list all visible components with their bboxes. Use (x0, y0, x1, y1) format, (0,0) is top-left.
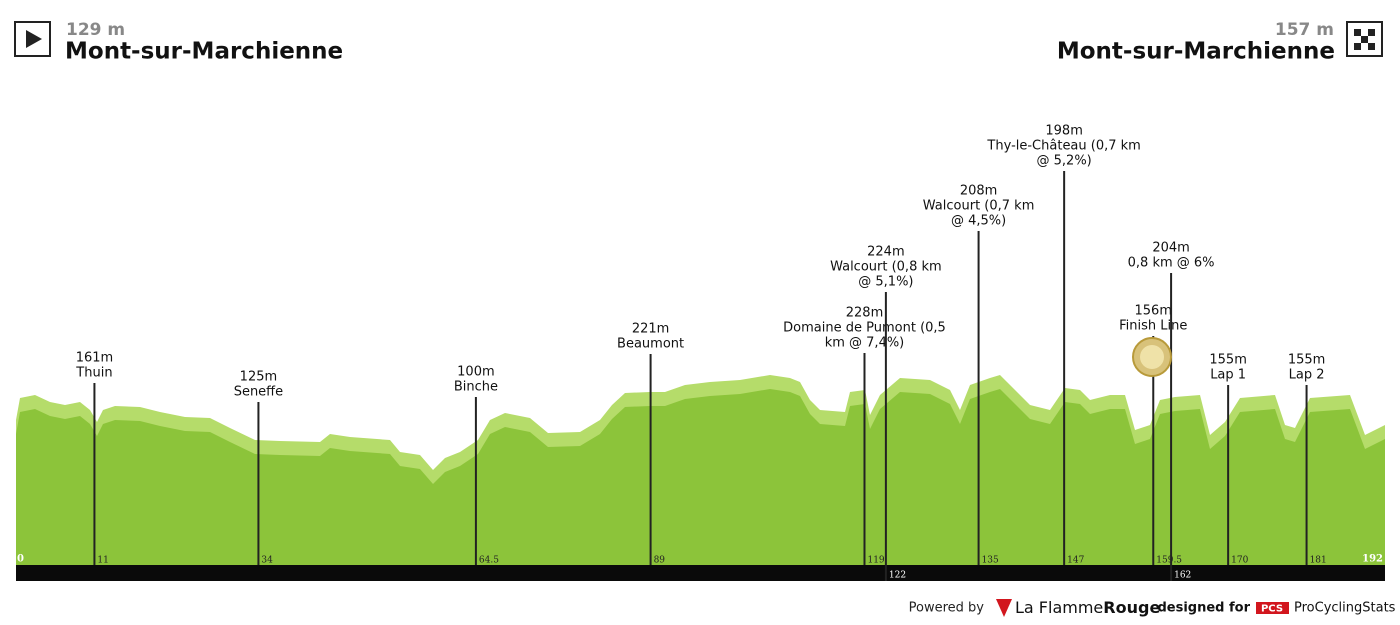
start-icon (14, 21, 51, 57)
marker-km: 162 (1174, 571, 1191, 581)
km-start: 0 (17, 554, 24, 565)
marker-label: @ 4,5%) (951, 214, 1006, 229)
marker-label: Walcourt (0,8 km (830, 260, 942, 275)
profile-area (16, 389, 1385, 565)
marker-km: 170 (1231, 556, 1248, 566)
marker-altitude: 161m (76, 351, 113, 366)
start-name: Mont-sur-Marchienne (65, 39, 343, 65)
marker-altitude: 208m (960, 184, 997, 199)
marker-altitude: 224m (867, 245, 904, 260)
marker-label: @ 5,2%) (1037, 154, 1092, 169)
marker-altitude: 221m (632, 322, 669, 337)
brand: La FlammeRouge (1015, 598, 1160, 617)
finish-altitude: 157 m (1275, 20, 1334, 40)
marker-km: 119 (867, 556, 884, 566)
marker-label: Binche (454, 380, 498, 395)
marker-label: Beaumont (617, 337, 684, 352)
marker-label: Finish Line (1119, 319, 1187, 334)
marker-altitude: 125m (240, 370, 277, 385)
marker-label: km @ 7,4%) (825, 336, 905, 351)
marker-km: 147 (1067, 556, 1084, 566)
marker-altitude: 155m (1209, 353, 1246, 368)
km-end: 192 (1362, 554, 1383, 565)
marker-label: @ 5,1%) (858, 275, 913, 290)
start-altitude: 129 m (66, 20, 125, 40)
marker-km: 159.5 (1156, 556, 1182, 566)
marker-km: 122 (889, 571, 906, 581)
marker-label: Domaine de Pumont (0,5 (783, 321, 946, 336)
site-name: ProCyclingStats (1294, 601, 1396, 616)
marker-km: 89 (654, 556, 666, 566)
marker-label: Lap 2 (1289, 368, 1325, 383)
pcs-logo-text: PCS (1261, 604, 1283, 615)
marker-km: 11 (97, 556, 108, 566)
powered-by: Powered by (909, 601, 985, 616)
marker-label: Thuin (75, 366, 112, 381)
marker-altitude: 204m (1152, 241, 1189, 256)
marker-km: 64.5 (479, 556, 499, 566)
marker-label: Lap 1 (1210, 368, 1246, 383)
marker-altitude: 228m (846, 306, 883, 321)
designed-for: designed for (1157, 601, 1250, 616)
finish-name: Mont-sur-Marchienne (1057, 39, 1335, 65)
flamme-logo (996, 599, 1012, 617)
brand-a: La Flamme (1015, 598, 1103, 617)
marker-altitude: 156m (1135, 304, 1172, 319)
marker-altitude: 100m (457, 365, 494, 380)
marker-label: Walcourt (0,7 km (923, 199, 1035, 214)
marker-altitude: 155m (1288, 353, 1325, 368)
finish-logo (1132, 337, 1172, 377)
marker-km: 181 (1310, 556, 1327, 566)
marker-label: Thy-le-Château (0,7 km (986, 139, 1140, 154)
brand-b: Rouge (1103, 598, 1160, 617)
pcs-logo (1256, 602, 1289, 614)
marker-label: Seneffe (234, 385, 283, 400)
marker-km: 135 (982, 556, 999, 566)
distance-bar (16, 565, 1385, 581)
marker-label: 0,8 km @ 6% (1128, 256, 1215, 271)
marker-altitude: 198m (1045, 124, 1082, 139)
marker-km: 34 (261, 556, 273, 566)
start-icon-arrow (26, 30, 42, 48)
finish-flag (1354, 29, 1375, 50)
